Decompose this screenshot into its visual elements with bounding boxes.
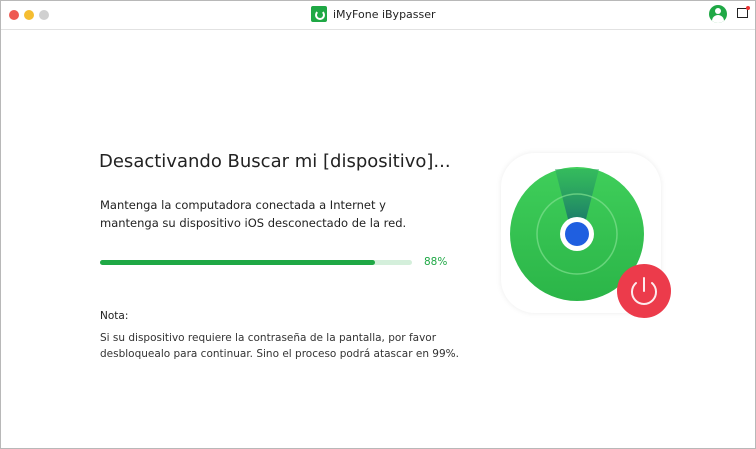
note-label: Nota:: [100, 310, 129, 322]
app-title-text: iMyFone iBypasser: [333, 7, 436, 21]
progress-fill: [100, 260, 375, 265]
location-dot: [565, 222, 589, 246]
note-text: Si su dispositivo requiere la contraseña…: [100, 332, 459, 360]
maximize-button[interactable]: [39, 10, 49, 20]
page-title: Desactivando Buscar mi [dispositivo]...: [99, 151, 451, 172]
radar-cone: [555, 169, 599, 223]
app-title: iMyFone iBypasser: [311, 6, 436, 22]
progress-bar: [100, 260, 412, 265]
progress-percent: 88%: [424, 256, 448, 268]
app-logo-icon: [311, 6, 327, 22]
user-account-icon[interactable]: [709, 5, 727, 23]
power-icon: [617, 264, 671, 318]
title-bar: iMyFone iBypasser: [1, 1, 755, 30]
minimize-button[interactable]: [24, 10, 34, 20]
close-button[interactable]: [9, 10, 19, 20]
find-my-icon: [501, 153, 661, 313]
instructions-text: Mantenga la computadora conectada a Inte…: [100, 198, 407, 230]
mail-icon[interactable]: [737, 6, 750, 18]
